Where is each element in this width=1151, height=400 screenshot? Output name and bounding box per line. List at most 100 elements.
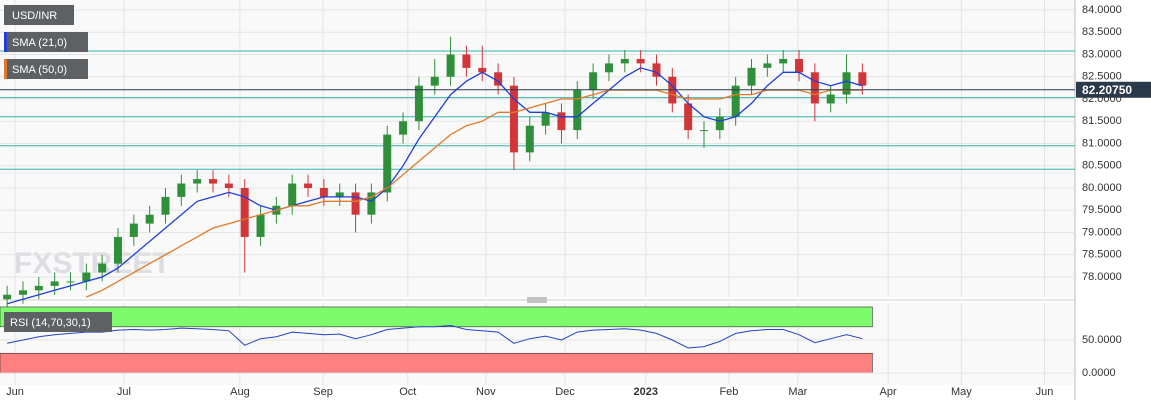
x-tick-label: May [951,386,972,398]
y-tick-label: 83.5000 [1082,26,1122,38]
x-tick-label: Jul [117,386,131,398]
candle-body [573,90,582,131]
candle-body [779,58,788,64]
candle-body [161,196,170,215]
candle-body [319,187,328,197]
candle-body [383,134,392,193]
y-tick-label: 0.0000 [1082,367,1116,379]
candle-body [826,94,835,104]
last-price-label: 82.20750 [1082,83,1132,97]
candle-body [525,125,534,153]
x-tick-label: Dec [555,386,575,398]
candle-body [795,58,804,73]
candle-body [209,179,218,184]
candle-body [304,183,313,188]
rsi-line [6,324,863,349]
candle-body [129,223,138,237]
y-tick-label: 82.5000 [1082,71,1122,83]
y-tick-label: 83.0000 [1082,48,1122,60]
candle-body [494,72,503,86]
x-tick-label: Jun [1036,386,1054,398]
rsi-zone [0,352,873,374]
x-tick-label: Apr [880,386,897,398]
legend-label: SMA (21,0) [12,37,67,49]
candle-body [652,63,661,77]
candle-body [747,67,756,86]
candle-body [684,103,693,131]
last-price-box [1076,81,1151,98]
watermark: FXSTREET [14,247,171,280]
candle-body [478,67,487,73]
candle-body [715,116,724,131]
y-tick-label: 84.0000 [1082,4,1122,16]
rsi-label: RSI (14,70,30,1) [10,317,91,329]
candle-body [509,85,518,153]
x-tick-label: Mar [788,386,807,398]
y-tick-label: 78.0000 [1082,271,1122,283]
candle-body [462,54,471,68]
candle-body [224,183,233,188]
sma-line [86,89,863,298]
sma-line [6,67,863,305]
candle-body [858,72,867,86]
candle-body [351,192,360,215]
candle-body [367,192,376,215]
candle-body [240,187,249,237]
legend-box[interactable] [4,32,88,52]
legend-box[interactable] [4,59,88,79]
y-tick-label: 80.5000 [1082,160,1122,172]
candle-body [50,281,59,286]
candle-body [145,214,154,224]
x-tick-label: Oct [399,386,416,398]
y-tick-label: 79.5000 [1082,204,1122,216]
candle-body [589,72,598,91]
candle-body [842,72,851,95]
x-tick-label: Feb [719,386,738,398]
divider-grip[interactable] [527,297,547,303]
legend-label: SMA (50,0) [12,64,67,76]
candle-body [113,236,122,264]
candle-body [98,263,107,273]
legend-swatch [4,32,7,52]
candle-body [34,285,43,291]
candle-body [810,72,819,104]
legend-swatch [4,59,7,79]
candle-body [18,290,27,295]
candle-body [82,272,91,282]
y-tick-label: 78.5000 [1082,249,1122,261]
legend-label: USD/INR [12,10,57,22]
candle-body [335,192,344,197]
legend-box[interactable] [4,312,112,332]
candle-body [399,121,408,135]
candle-body [636,58,645,64]
candle-body [763,63,772,68]
candle-body [66,281,75,283]
x-tick-label: Aug [230,386,250,398]
y-tick-label: 80.0000 [1082,182,1122,194]
candle-body [446,54,455,77]
candle-body [699,130,708,132]
candle-body [288,183,297,206]
legend-box[interactable] [4,5,74,25]
y-tick-label: 79.0000 [1082,226,1122,238]
x-tick-label: Sep [313,386,333,398]
candle-body [3,294,12,300]
candle-body [414,85,423,122]
x-tick-label: Nov [476,386,496,398]
candle-body [193,179,202,184]
candle-body [177,183,186,197]
rsi-zone [0,306,873,328]
candle-body [557,112,566,131]
candle-body [604,63,613,73]
candle-body [541,112,550,126]
candle-body [620,58,629,64]
y-tick-label: 81.0000 [1082,137,1122,149]
x-tick-label: Jun [6,386,24,398]
y-tick-label: 50.0000 [1082,334,1122,346]
x-tick-label: 2023 [634,386,658,398]
candle-body [731,85,740,117]
candle-body [430,76,439,86]
y-tick-label: 81.5000 [1082,115,1122,127]
